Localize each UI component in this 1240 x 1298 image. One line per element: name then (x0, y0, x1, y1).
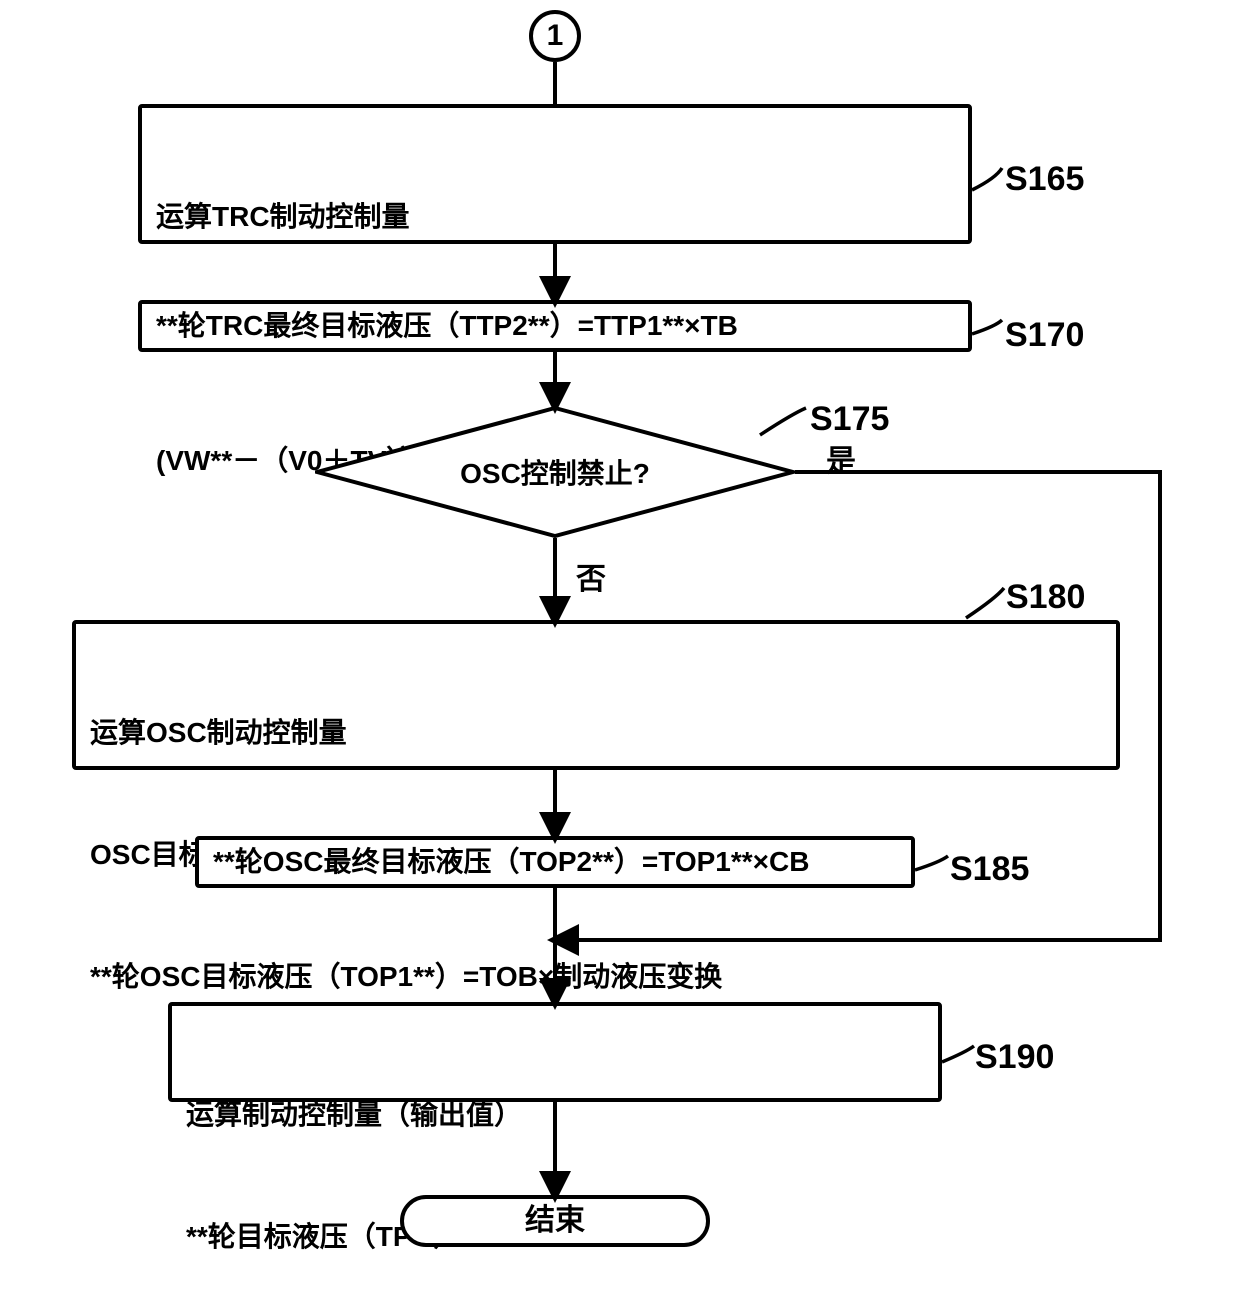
s165-line1: 运算TRC制动控制量 (156, 197, 954, 238)
end-text: 结束 (525, 1204, 585, 1237)
label-s180: S180 (1006, 578, 1085, 617)
label-no: 否 (576, 554, 606, 598)
label-s175: S175 (810, 400, 889, 439)
s180-line1: 运算OSC制动控制量 (90, 713, 1102, 754)
step-s165: 运算TRC制动控制量 **轮TRC目标液压（TTP1**）= (VW**－（V0… (138, 104, 972, 244)
connector-label: 1 (547, 19, 564, 52)
label-s190: S190 (975, 1038, 1054, 1077)
s175-text: OSC控制禁止? (460, 452, 650, 492)
terminator-end: 结束 (400, 1195, 710, 1247)
label-s170: S170 (1005, 316, 1084, 355)
s180-line3: **轮OSC目标液压（TOP1**）=TOB×制动液压变换 (90, 957, 1102, 998)
step-s185: **轮OSC最终目标液压（TOP2**）=TOP1**×CB (195, 836, 915, 888)
label-s185: S185 (950, 850, 1029, 889)
decision-s175: OSC控制禁止? (315, 406, 795, 538)
label-yes: 是 (826, 436, 856, 480)
step-s180: 运算OSC制动控制量 OSC目标控制量（TOB）=（V0－TVB）×增益 反馈运… (72, 620, 1120, 770)
s170-line1: **轮TRC最终目标液压（TTP2**）=TTP1**×TB (156, 306, 738, 347)
connector-circle: 1 (529, 10, 581, 62)
step-s190: 运算制动控制量（输出值） **轮目标液压（TP**）=TTP2**＋TOP2** (168, 1002, 942, 1102)
flowchart-canvas: { "layout": { "canvas": { "w": 1240, "h"… (0, 0, 1240, 1285)
label-s165: S165 (1005, 160, 1084, 199)
s185-line1: **轮OSC最终目标液压（TOP2**）=TOP1**×CB (213, 842, 809, 883)
s190-line1: 运算制动控制量（输出值） (186, 1095, 924, 1136)
step-s170: **轮TRC最终目标液压（TTP2**）=TTP1**×TB (138, 300, 972, 352)
